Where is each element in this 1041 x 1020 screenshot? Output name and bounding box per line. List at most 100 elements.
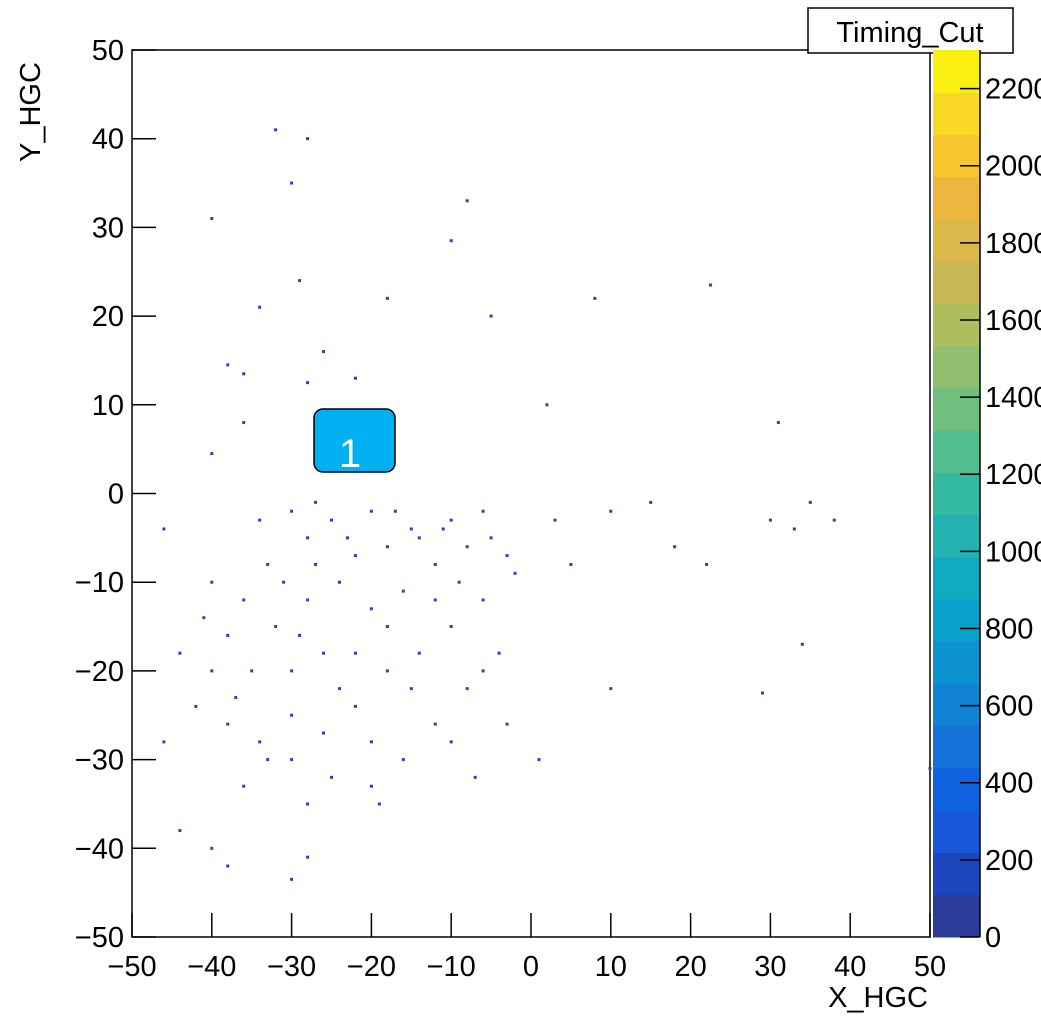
y-tick-label: 30 — [92, 212, 124, 244]
point — [513, 571, 517, 575]
point — [226, 633, 230, 637]
point — [760, 691, 764, 695]
color-band — [933, 556, 980, 600]
point — [290, 877, 294, 881]
point — [306, 802, 310, 806]
point — [306, 137, 310, 141]
point — [505, 554, 509, 558]
point — [210, 452, 214, 456]
point — [385, 296, 389, 300]
title-box — [807, 7, 1014, 54]
point — [330, 775, 333, 779]
point — [210, 846, 214, 850]
point — [322, 731, 326, 735]
point — [353, 651, 357, 655]
point — [242, 598, 246, 602]
point — [226, 363, 230, 367]
point — [274, 128, 278, 132]
x-tick-label: −50 — [107, 951, 156, 983]
point — [162, 527, 166, 531]
plot-frame — [131, 49, 931, 938]
x-tick-label: −10 — [427, 951, 476, 983]
point — [385, 669, 389, 673]
point — [832, 518, 836, 522]
y-tick-label: 50 — [92, 35, 124, 67]
point — [306, 381, 310, 385]
point — [242, 784, 246, 788]
color-band — [933, 50, 980, 93]
point — [369, 607, 373, 611]
color-band — [933, 218, 980, 262]
x-tick-label: 10 — [595, 951, 627, 983]
point — [322, 350, 326, 354]
point — [242, 372, 246, 376]
point — [250, 669, 254, 673]
point — [393, 509, 397, 513]
point — [465, 199, 469, 203]
point — [433, 562, 437, 566]
z-tick-label: 2000 — [985, 151, 1041, 183]
point — [385, 545, 389, 549]
color-band — [933, 768, 980, 811]
z-tick-label: 1600 — [985, 305, 1041, 337]
point — [409, 527, 413, 531]
z-tick-label: 400 — [985, 768, 1033, 800]
z-tick-label: 1000 — [985, 536, 1041, 568]
point — [242, 421, 246, 425]
point — [330, 518, 333, 522]
color-band — [933, 810, 980, 854]
point — [409, 687, 413, 691]
x-tick-label: 50 — [914, 951, 946, 983]
point — [465, 687, 469, 691]
annotation: 1 — [339, 432, 361, 476]
x-tick-label: 30 — [754, 951, 786, 983]
point — [210, 217, 214, 221]
point — [441, 527, 445, 531]
point — [322, 651, 326, 655]
point — [306, 536, 310, 540]
point — [298, 633, 302, 637]
point — [609, 509, 613, 513]
point — [226, 864, 230, 868]
point — [274, 625, 278, 629]
point — [433, 722, 437, 726]
point — [537, 758, 541, 762]
z-tick-label: 0 — [985, 922, 1001, 954]
point — [449, 239, 453, 243]
point — [800, 642, 804, 646]
y-tick-label: −20 — [75, 656, 124, 688]
point — [385, 625, 389, 629]
color-band — [933, 641, 980, 685]
point — [226, 722, 230, 726]
point — [266, 562, 270, 566]
point — [369, 740, 373, 744]
point — [202, 616, 206, 620]
point — [401, 589, 405, 593]
point — [489, 536, 493, 540]
chart-title: Timing_Cut — [836, 17, 983, 49]
point — [258, 305, 262, 309]
x-tick-label: 0 — [523, 951, 539, 983]
point — [314, 500, 318, 504]
y-tick-label: −30 — [75, 745, 124, 777]
color-band — [933, 134, 980, 178]
point — [473, 775, 477, 779]
y-tick-label: 40 — [92, 124, 124, 156]
point — [569, 562, 573, 566]
point — [449, 625, 453, 629]
point — [290, 758, 294, 762]
z-tick-label: 1200 — [985, 459, 1041, 491]
color-band — [933, 514, 980, 558]
point — [457, 580, 461, 584]
point — [298, 279, 302, 283]
z-tick-label: 1800 — [985, 228, 1041, 260]
color-band — [933, 725, 980, 769]
point — [306, 855, 310, 859]
point — [709, 283, 713, 287]
point — [369, 509, 373, 513]
point — [433, 598, 437, 602]
color-band — [933, 430, 980, 473]
point — [353, 554, 357, 558]
x-axis-label: X_HGC — [828, 982, 928, 1014]
